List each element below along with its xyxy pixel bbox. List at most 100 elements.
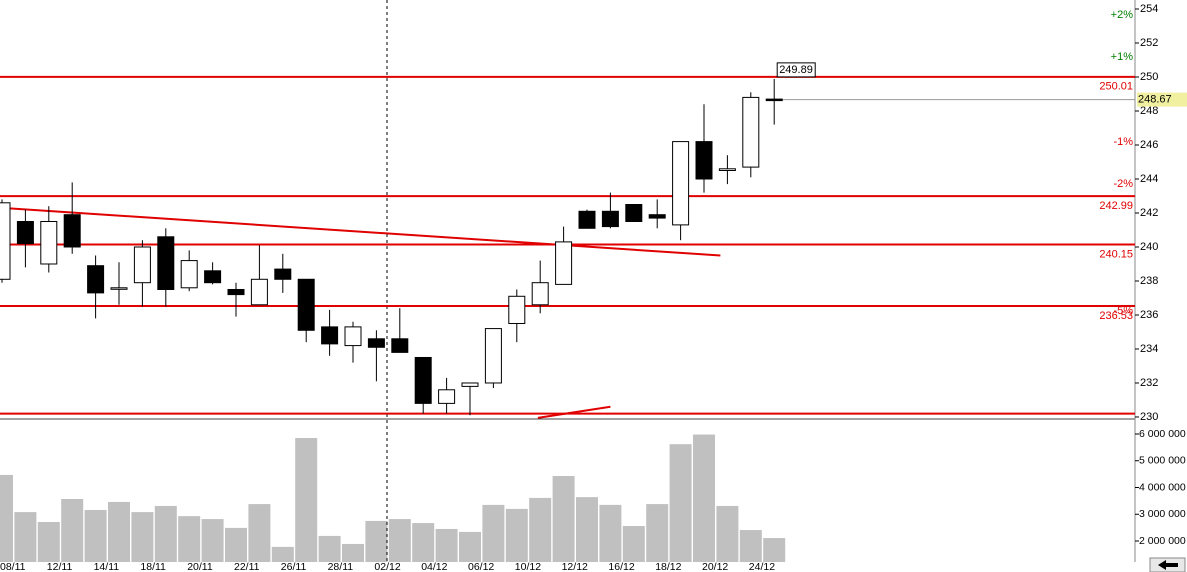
candle-body — [110, 287, 128, 290]
last-price-box — [1137, 92, 1187, 107]
y-tick-label: 4 000 000 — [1139, 481, 1186, 493]
candle-body — [672, 141, 690, 226]
volume-bar — [14, 512, 37, 562]
volume-bar — [318, 535, 341, 562]
volume-bar — [576, 497, 598, 562]
level-label: 236.53 — [1099, 310, 1133, 322]
candle-body — [367, 338, 385, 348]
level-label: 242.99 — [1099, 200, 1133, 212]
y-tick-label: 234 — [1140, 343, 1158, 355]
y-tick-label: 248 — [1140, 105, 1158, 117]
y-tick-label: 246 — [1140, 139, 1158, 151]
candle-body — [461, 382, 479, 387]
volume-bar — [459, 531, 481, 562]
arrow-icon — [1158, 560, 1178, 570]
volume-bar — [739, 530, 762, 562]
candle-body — [531, 282, 549, 306]
x-tick-label: 12/12 — [562, 561, 588, 572]
candle-body — [344, 326, 362, 347]
volume-bar — [646, 504, 669, 562]
volume-bar — [108, 501, 130, 562]
volume-bar — [435, 528, 458, 562]
y-tick-label: 2 000 000 — [1139, 535, 1186, 547]
candle-body — [391, 338, 409, 353]
candle-body — [227, 288, 245, 296]
candle-body — [133, 246, 151, 284]
candle-body — [87, 265, 105, 294]
candle-body — [414, 356, 432, 404]
percent-label: +2% — [1111, 9, 1134, 21]
y-tick-label: 250 — [1140, 71, 1158, 83]
x-tick-label: 22/11 — [234, 561, 260, 572]
x-tick-label: 20/12 — [702, 561, 728, 572]
volume-bar — [84, 509, 107, 562]
candle-body — [601, 210, 619, 228]
x-tick-label: 12/11 — [47, 561, 73, 572]
volume-bar — [669, 444, 692, 562]
high-box — [776, 62, 816, 78]
percent-label: -2% — [1113, 178, 1133, 190]
volume-bar — [599, 504, 622, 562]
volume-bar — [131, 512, 154, 562]
volume-bar — [716, 505, 739, 562]
candle-body — [157, 236, 175, 290]
volume-bar — [505, 508, 528, 562]
candle-body — [438, 389, 456, 404]
x-tick-label: 08/11 — [0, 561, 26, 572]
x-tick-label: 16/12 — [608, 561, 634, 572]
y-tick-label: 3 000 000 — [1139, 508, 1186, 520]
candle-body — [508, 295, 526, 324]
candle-body — [204, 270, 222, 284]
x-tick-label: 14/11 — [94, 561, 120, 572]
x-tick-label: 24/12 — [749, 561, 775, 572]
y-tick-label: 232 — [1140, 377, 1158, 389]
y-tick-label: 242 — [1140, 207, 1158, 219]
candle-body — [625, 203, 643, 222]
volume-bar — [178, 516, 201, 562]
candle-body — [742, 96, 760, 168]
x-tick-label: 04/12 — [421, 561, 447, 572]
volume-bar — [248, 504, 271, 562]
volume-bar — [271, 546, 294, 562]
percent-label: -1% — [1113, 136, 1133, 148]
x-tick-label: 06/12 — [468, 561, 494, 572]
volume-bar — [693, 434, 715, 562]
x-tick-label: 10/12 — [515, 561, 541, 572]
percent-label: +1% — [1111, 51, 1134, 63]
candle-body — [40, 220, 58, 265]
y-tick-label: 240 — [1140, 241, 1158, 253]
trend-line — [537, 405, 611, 419]
volume-bar — [388, 519, 411, 562]
volume-bar — [201, 519, 224, 562]
y-tick-label: 6 000 000 — [1139, 428, 1186, 440]
volume-bar — [529, 497, 552, 562]
candle-body — [0, 202, 11, 280]
y-tick-label: 230 — [1140, 411, 1158, 423]
y-tick-label: 254 — [1140, 3, 1158, 15]
y-tick-label: 236 — [1140, 309, 1158, 321]
candle-body — [578, 210, 596, 229]
candle-body — [718, 168, 736, 171]
volume-bar — [622, 526, 645, 562]
scroll-button[interactable] — [1149, 557, 1186, 572]
candle-body — [484, 328, 502, 384]
candle-body — [274, 268, 292, 280]
volume-bar — [482, 504, 505, 562]
volume-bar — [0, 474, 13, 562]
candle-body — [321, 326, 339, 345]
y-tick-label: 252 — [1140, 37, 1158, 49]
x-tick-label: 20/11 — [187, 561, 213, 572]
candle-body — [695, 141, 713, 180]
candle-body — [250, 278, 268, 306]
volume-bar — [342, 543, 364, 562]
level-label: 250.01 — [1099, 81, 1133, 93]
volume-bar — [552, 475, 575, 562]
candle-body — [555, 241, 573, 285]
level-label: 240.15 — [1099, 248, 1133, 260]
volume-bar — [154, 505, 177, 562]
candle-body — [180, 260, 198, 289]
candle-body — [16, 220, 34, 245]
y-tick-label: 5 000 000 — [1139, 455, 1186, 467]
candle-body — [297, 278, 315, 331]
